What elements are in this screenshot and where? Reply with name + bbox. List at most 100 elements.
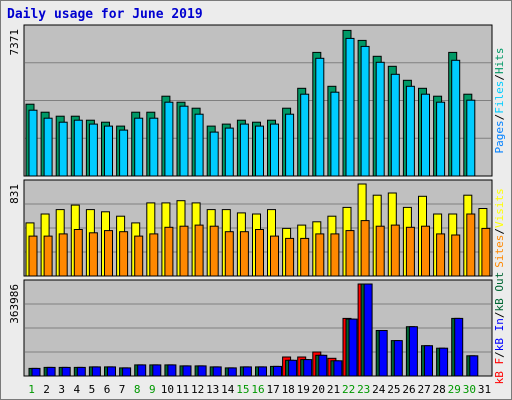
y-max-label: 7371 bbox=[8, 29, 21, 56]
bar-files-day-8 bbox=[134, 117, 144, 177]
x-tick-label: 25 bbox=[387, 383, 400, 396]
bar-sites-day-18 bbox=[285, 237, 295, 277]
bar-files-day-28 bbox=[436, 101, 446, 177]
x-tick-label: 2 bbox=[43, 383, 50, 396]
legend-part: / bbox=[493, 311, 506, 318]
bar-kb-out-day-14 bbox=[227, 367, 237, 377]
bar-kb-out-day-27 bbox=[424, 345, 433, 377]
bar-files-day-16 bbox=[255, 125, 264, 177]
bar-kb-out-day-2 bbox=[46, 366, 56, 377]
bar-kb-out-day-9 bbox=[152, 364, 162, 377]
bar-sites-day-3 bbox=[58, 233, 68, 277]
legend-part: kB Out bbox=[493, 272, 506, 312]
bar-files-day-17 bbox=[270, 123, 279, 177]
legend-part: Sites bbox=[493, 235, 506, 268]
x-tick-label: 14 bbox=[221, 383, 235, 396]
x-tick-label: 15 bbox=[236, 383, 249, 396]
x-tick-label: 22 bbox=[342, 383, 355, 396]
chart-title: Daily usage for June 2019 bbox=[7, 7, 203, 22]
legend-part: / bbox=[493, 114, 506, 121]
bar-kb-out-day-5 bbox=[91, 366, 101, 377]
bar-kb-out-day-10 bbox=[167, 364, 177, 377]
x-tick-label: 11 bbox=[176, 383, 189, 396]
x-tick-label: 10 bbox=[161, 383, 174, 396]
legend-part: / bbox=[493, 228, 506, 235]
x-tick-label: 31 bbox=[478, 383, 491, 396]
bar-kb-out-day-23 bbox=[363, 283, 373, 377]
bar-files-day-3 bbox=[58, 121, 68, 177]
bar-sites-day-9 bbox=[149, 233, 159, 277]
bar-sites-day-10 bbox=[164, 226, 174, 277]
bar-files-day-29 bbox=[451, 59, 461, 177]
bar-files-day-26 bbox=[405, 85, 415, 177]
x-tick-label: 4 bbox=[73, 383, 80, 396]
bar-kb-out-day-19 bbox=[303, 359, 313, 377]
bar-files-day-19 bbox=[300, 93, 310, 177]
bar-files-day-1 bbox=[28, 109, 38, 177]
bar-sites-day-20 bbox=[315, 233, 325, 277]
legend-visits-sites: Sites/Visits bbox=[493, 188, 506, 268]
bar-sites-day-15 bbox=[239, 231, 249, 277]
legend-part: / bbox=[493, 74, 506, 81]
bar-sites-day-19 bbox=[300, 237, 310, 277]
bar-sites-day-23 bbox=[360, 220, 370, 277]
x-tick-label: 7 bbox=[119, 383, 126, 396]
x-tick-label: 26 bbox=[402, 383, 415, 396]
legend-part: Pages bbox=[493, 120, 506, 153]
bar-kb-out-day-17 bbox=[273, 365, 282, 377]
bar-files-day-22 bbox=[345, 37, 355, 177]
bar-files-day-5 bbox=[88, 123, 98, 177]
y-max-label: 831 bbox=[8, 184, 21, 204]
bar-files-day-12 bbox=[194, 113, 204, 177]
chart-labels: 7371Pages/Files/Hits831Sites/Visits36398… bbox=[8, 29, 506, 396]
bar-sites-day-30 bbox=[466, 213, 476, 277]
bar-kb-out-day-25 bbox=[393, 340, 403, 377]
bar-sites-day-24 bbox=[375, 225, 385, 277]
x-tick-label: 19 bbox=[297, 383, 310, 396]
bar-kb-out-day-12 bbox=[197, 365, 207, 377]
x-tick-label: 9 bbox=[149, 383, 156, 396]
x-tick-label: 23 bbox=[357, 383, 370, 396]
bar-sites-day-27 bbox=[421, 225, 430, 277]
x-tick-label: 29 bbox=[448, 383, 461, 396]
x-tick-label: 5 bbox=[89, 383, 96, 396]
x-tick-label: 28 bbox=[433, 383, 446, 396]
bar-sites-day-26 bbox=[405, 226, 415, 277]
bar-files-day-14 bbox=[224, 127, 234, 177]
bar-kb-out-day-1 bbox=[31, 367, 41, 377]
bar-files-day-25 bbox=[390, 73, 400, 177]
bar-files-day-4 bbox=[73, 119, 83, 177]
x-tick-label: 30 bbox=[463, 383, 476, 396]
x-tick-label: 16 bbox=[251, 383, 264, 396]
bar-kb-out-day-3 bbox=[61, 366, 71, 377]
bar-files-day-20 bbox=[315, 57, 325, 177]
bar-kb-out-day-21 bbox=[333, 360, 343, 377]
bar-sites-day-1 bbox=[28, 235, 38, 277]
x-tick-label: 18 bbox=[282, 383, 295, 396]
bar-kb-out-day-29 bbox=[454, 317, 464, 377]
bar-files-day-13 bbox=[209, 131, 219, 177]
legend-part: kB In bbox=[493, 318, 506, 351]
bar-files-day-27 bbox=[421, 93, 430, 177]
bar-files-day-11 bbox=[179, 105, 189, 177]
bar-kb-out-day-18 bbox=[288, 359, 298, 377]
bar-sites-day-16 bbox=[255, 229, 264, 277]
bar-files-day-23 bbox=[360, 45, 370, 177]
y-max-label: 363986 bbox=[8, 284, 21, 324]
bar-kb-out-day-28 bbox=[439, 347, 449, 377]
x-tick-label: 20 bbox=[312, 383, 325, 396]
bar-files-day-24 bbox=[375, 61, 385, 177]
bar-sites-day-17 bbox=[270, 235, 279, 277]
bar-files-day-21 bbox=[330, 91, 340, 177]
x-tick-label: 8 bbox=[134, 383, 141, 396]
bar-kb-out-day-6 bbox=[107, 366, 116, 377]
bar-sites-day-8 bbox=[134, 235, 144, 277]
bar-sites-day-13 bbox=[209, 225, 219, 277]
bar-kb-out-day-11 bbox=[182, 365, 192, 377]
bar-files-day-18 bbox=[285, 113, 295, 177]
chart-marks bbox=[25, 29, 491, 377]
bar-files-day-9 bbox=[149, 117, 159, 177]
bar-kb-out-day-26 bbox=[408, 326, 418, 377]
legend-part: Files bbox=[493, 81, 506, 114]
